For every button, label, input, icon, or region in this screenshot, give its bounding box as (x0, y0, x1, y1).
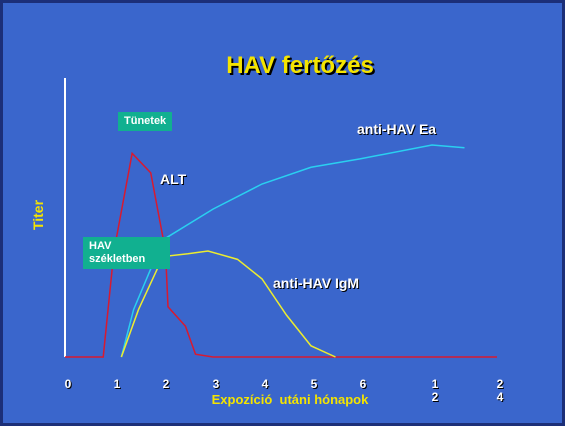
x-axis-label: Expozíció utáni hónapok (212, 392, 370, 407)
series-label: ALT (160, 171, 187, 187)
x-tick-label: 5 (310, 377, 318, 391)
annotation-box: Tünetek (118, 112, 173, 131)
x-tick-label: 2 (162, 377, 170, 391)
chart: HAV fertőzés HAV fertőzés Titer Expozíci… (30, 52, 497, 407)
x-tick-label: 3 (212, 377, 220, 391)
x-tick-label: 1 2 (431, 377, 439, 404)
title-shadow: HAV fertőzés (228, 54, 376, 81)
x-tick-label: 6 (359, 377, 367, 391)
series-line (120, 144, 465, 358)
x-tick-label: 1 (113, 377, 121, 391)
y-axis-label: Titer (30, 199, 46, 230)
x-tick-label: 0 (64, 377, 72, 391)
x-tick-label: 4 (261, 377, 269, 391)
chart-title: HAV fertőzés (226, 52, 374, 79)
series-label: anti-HAV Ea (357, 121, 437, 137)
series-line (120, 250, 336, 358)
x-tick-label: 2 4 (496, 377, 504, 404)
series-label: anti-HAV IgM (273, 275, 360, 291)
annotation-box: HAV székletben (83, 237, 170, 269)
